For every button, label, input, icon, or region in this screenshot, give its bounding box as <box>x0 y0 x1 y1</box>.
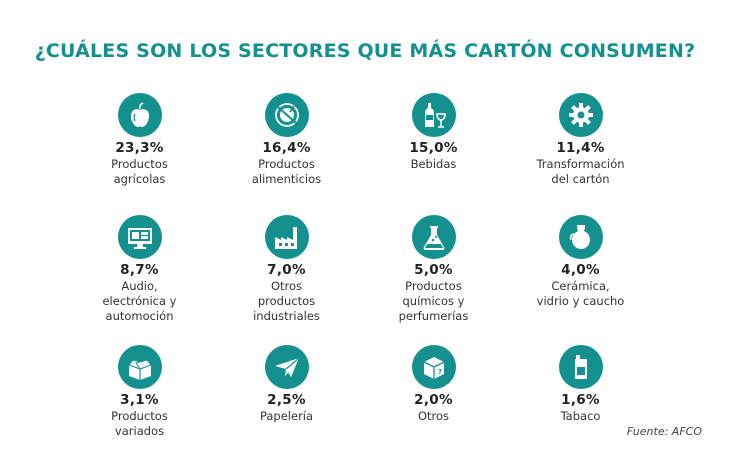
sector-percentage: 1,6% <box>561 392 600 408</box>
sector-item: 8,7% Audio, electrónica y automoción <box>66 215 213 345</box>
apple-icon <box>117 93 162 137</box>
sector-percentage: 3,1% <box>120 392 159 408</box>
gear-icon <box>558 93 603 137</box>
open-box-icon <box>117 345 162 389</box>
sector-percentage: 5,0% <box>414 262 453 278</box>
sector-item: 23,3% Productos agrícolas <box>66 93 213 215</box>
box-icon: ? <box>411 345 456 389</box>
sector-label-line: Papelería <box>259 409 314 423</box>
sector-label-line: automoción <box>105 309 174 323</box>
chart-title: ¿CUÁLES SON LOS SECTORES QUE MÁS CARTÓN … <box>34 40 696 62</box>
sector-label-line: Productos <box>258 157 315 171</box>
sector-label-line: químicos y <box>402 294 465 308</box>
sector-label-line: Productos <box>111 157 168 171</box>
sector-label-line: electrónica y <box>102 294 177 308</box>
sector-item: 2,5% Papelería <box>213 345 360 465</box>
sector-label: Productos agrícolas <box>70 157 210 187</box>
sector-label-line: Audio, <box>121 279 158 293</box>
sector-label: Papelería <box>217 409 357 424</box>
sector-percentage: 4,0% <box>561 262 600 278</box>
sector-item: 16,4% Productos alimenticios <box>213 93 360 215</box>
sector-label-line: alimenticios <box>251 172 322 186</box>
sector-label-line: variados <box>114 424 165 438</box>
sector-label-line: Cerámica, <box>551 279 610 293</box>
bottle-glass-icon <box>411 93 456 137</box>
sector-item: 1,6% Tabaco <box>507 345 654 465</box>
paper-plane-icon <box>264 345 309 389</box>
sector-label-line: vidrio y caucho <box>536 294 625 308</box>
source-note: Fuente: AFCO <box>626 425 702 438</box>
sector-item: 5,0% Productos químicos y perfumerías <box>360 215 507 345</box>
sector-label: Productos variados <box>70 409 210 439</box>
sector-label-line: industriales <box>253 309 320 323</box>
monitor-icon <box>117 215 162 259</box>
flask-icon <box>411 215 456 259</box>
sector-item: 4,0% Cerámica, vidrio y caucho <box>507 215 654 345</box>
sector-label: Transformación del cartón <box>511 157 651 187</box>
sector-percentage: 16,4% <box>262 140 311 156</box>
sector-percentage: 2,0% <box>414 392 453 408</box>
sector-label: Cerámica, vidrio y caucho <box>511 279 651 309</box>
sector-label: Audio, electrónica y automoción <box>70 279 210 324</box>
sector-label: Productos alimenticios <box>217 157 357 187</box>
plate-icon <box>264 93 309 137</box>
sector-label: Bebidas <box>364 157 504 172</box>
sector-item: 15,0% Bebidas <box>360 93 507 215</box>
sector-label: Productos químicos y perfumerías <box>364 279 504 324</box>
sector-percentage: 2,5% <box>267 392 306 408</box>
vase-icon <box>558 215 603 259</box>
sector-label-line: del cartón <box>551 172 610 186</box>
sector-label-line: Bebidas <box>410 157 457 171</box>
sector-percentage: 8,7% <box>120 262 159 278</box>
sector-label-line: Productos <box>405 279 462 293</box>
sector-label: Tabaco <box>511 409 651 424</box>
sector-label: Otros <box>364 409 504 424</box>
sector-label-line: Tabaco <box>560 409 601 423</box>
sector-item: 3,1% Productos variados <box>66 345 213 465</box>
sector-label-line: Otros <box>270 279 303 293</box>
sector-label-line: perfumerías <box>398 309 469 323</box>
sector-percentage: 7,0% <box>267 262 306 278</box>
sector-percentage: 23,3% <box>115 140 164 156</box>
sector-item: 11,4% Transformación del cartón <box>507 93 654 215</box>
sector-label: Otros productos industriales <box>217 279 357 324</box>
sector-label-line: Transformación <box>536 157 625 171</box>
sector-label-line: Otros <box>417 409 450 423</box>
sector-label-line: Productos <box>111 409 168 423</box>
lighter-icon <box>558 345 603 389</box>
sector-label-line: agrícolas <box>113 172 166 186</box>
sector-percentage: 11,4% <box>556 140 605 156</box>
factory-icon <box>264 215 309 259</box>
sector-label-line: productos <box>257 294 316 308</box>
sector-grid: 23,3% Productos agrícolas 16,4% Productos ali… <box>66 93 654 465</box>
sector-item: 7,0% Otros productos industriales <box>213 215 360 345</box>
sector-percentage: 15,0% <box>409 140 458 156</box>
sector-item: ? 2,0% Otros <box>360 345 507 465</box>
svg-text:?: ? <box>438 368 442 376</box>
